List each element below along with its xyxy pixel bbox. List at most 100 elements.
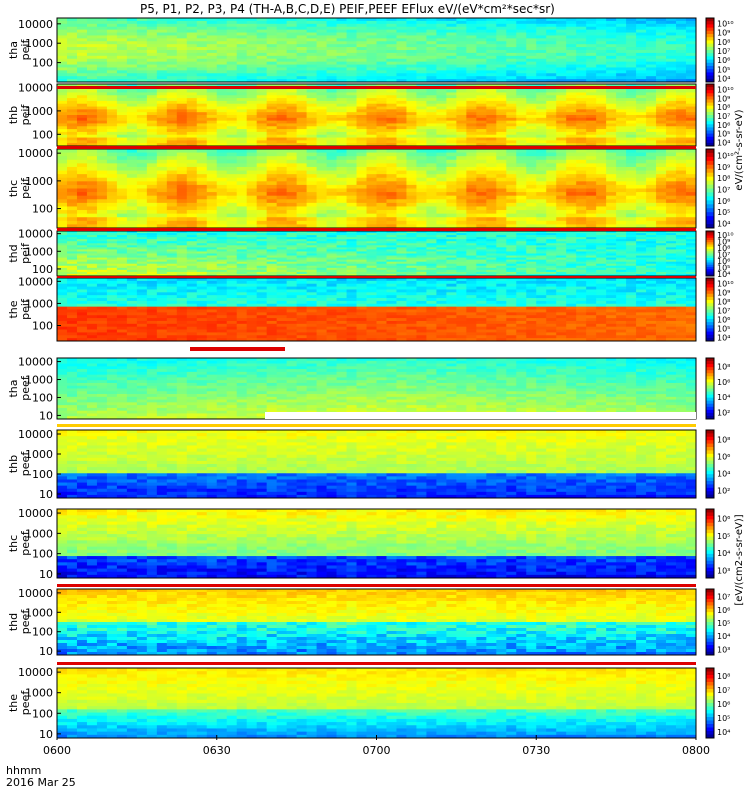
spectrogram-cell xyxy=(276,109,288,113)
spectrogram-cell xyxy=(66,58,78,63)
spectrogram-cell xyxy=(106,92,118,96)
spectrogram-cell xyxy=(226,224,238,229)
product-label: peif xyxy=(19,39,32,61)
spectrogram-cell xyxy=(386,20,397,25)
spectrogram-cell xyxy=(276,273,288,277)
spectrogram-cell xyxy=(156,269,168,273)
spectrogram-cell xyxy=(276,140,288,144)
spectrogram-cell xyxy=(446,115,457,119)
spectrogram-cell xyxy=(76,181,88,186)
spectrogram-cell xyxy=(376,188,387,193)
spectrogram-cell xyxy=(436,109,447,113)
spectrogram-cell xyxy=(526,38,537,42)
spectrogram-cell xyxy=(156,120,168,124)
spectrogram-cell xyxy=(426,163,437,168)
spectrogram-cell xyxy=(116,163,128,168)
colorbar-segment xyxy=(706,115,714,119)
spectrogram-cell xyxy=(676,84,687,88)
spectrogram-cell xyxy=(146,181,158,186)
spectrogram-cell xyxy=(666,32,677,36)
spectrogram-cell xyxy=(516,184,527,189)
spectrogram-cell xyxy=(456,213,467,218)
spectrogram-cell xyxy=(516,174,527,179)
spectrogram-cell xyxy=(406,35,417,39)
spectrogram-cell xyxy=(276,73,288,77)
spectrogram-cell xyxy=(86,152,98,157)
spectrogram-cell xyxy=(206,140,218,144)
spectrogram-cell xyxy=(286,98,298,102)
spectrogram-cell xyxy=(426,166,437,171)
spectrogram-cell xyxy=(406,67,417,71)
spectrogram-cell xyxy=(276,120,288,124)
spectrogram-cell xyxy=(396,192,407,197)
colorbar-tick-label: 10⁶ xyxy=(717,121,730,130)
spectrogram-cell xyxy=(396,163,407,168)
spectrogram-cell xyxy=(446,149,457,153)
spectrogram-cell xyxy=(116,249,128,252)
spectrogram-cell xyxy=(426,129,437,133)
spectrogram-cell xyxy=(546,126,557,130)
spectrogram-cell xyxy=(266,257,278,261)
spectrogram-cell xyxy=(586,41,597,45)
spectrogram-cell xyxy=(466,199,477,204)
spectrogram-cell xyxy=(196,92,208,96)
spectrogram-cell xyxy=(296,103,308,107)
spectrogram-cell xyxy=(96,38,108,42)
spectrogram-cell xyxy=(516,32,527,36)
spectrogram-cell xyxy=(326,32,337,36)
spectrogram-cell xyxy=(176,44,188,48)
spectrogram-cell xyxy=(246,44,258,48)
spectrogram-cell xyxy=(296,213,308,218)
spectrogram-cell xyxy=(336,149,347,153)
spectrogram-cell xyxy=(336,44,347,48)
spectrogram-cell xyxy=(526,58,537,63)
spectrogram-cell xyxy=(266,210,278,215)
spectrogram-cell xyxy=(336,100,347,105)
spectrogram-cell xyxy=(306,235,317,238)
spectrogram-cell xyxy=(196,38,208,42)
spectrogram-cell xyxy=(326,61,337,65)
spectrogram-cell xyxy=(506,73,517,77)
spectrogram-cell xyxy=(316,26,327,31)
spectrogram-cell xyxy=(686,206,697,211)
spectrogram-cell xyxy=(456,143,467,147)
spectrogram-cell xyxy=(306,44,317,48)
spectrogram-cell xyxy=(266,18,278,22)
spectrogram-cell xyxy=(226,273,238,277)
spectrogram-cell xyxy=(326,70,337,74)
spectrogram-cell xyxy=(656,137,667,141)
spectrogram-cell xyxy=(506,123,517,127)
spectrogram-cell xyxy=(106,152,118,157)
spectrogram-cell xyxy=(236,253,248,256)
spectrogram-cell xyxy=(576,188,587,193)
spectrogram-cell xyxy=(656,64,667,68)
spectrogram-cell xyxy=(196,177,208,182)
spectrogram-cell xyxy=(286,213,298,218)
spectrogram-cell xyxy=(57,143,68,147)
spectrogram-cell xyxy=(156,192,168,197)
spectrogram-cell xyxy=(66,170,78,175)
spectrogram-cell xyxy=(376,26,387,31)
spectrogram-cell xyxy=(596,89,607,93)
spectrogram-cell xyxy=(216,243,228,246)
spectrogram-cell xyxy=(366,123,377,127)
spectrogram-cell xyxy=(616,58,627,63)
spectrogram-cell xyxy=(236,202,248,207)
spectrogram-cell xyxy=(136,177,148,182)
spectrogram-cell xyxy=(646,103,657,107)
spectrogram-cell xyxy=(236,140,248,144)
spectrogram-cell xyxy=(296,137,308,141)
spectrogram-cell xyxy=(126,192,138,197)
spectrogram-cell xyxy=(206,245,218,248)
spectrogram-cell xyxy=(286,241,298,244)
spectrogram-cell xyxy=(57,149,68,153)
spectrogram-cell xyxy=(226,137,238,141)
spectrogram-cell xyxy=(186,199,198,204)
spectrogram-cell xyxy=(426,181,437,186)
spectrogram-cell xyxy=(576,103,587,107)
spectrogram-cell xyxy=(86,235,98,238)
spectrogram-cell xyxy=(66,271,78,275)
spectrogram-cell xyxy=(206,23,218,28)
spectrogram-cell xyxy=(556,95,567,99)
spectrogram-cell xyxy=(396,41,407,45)
